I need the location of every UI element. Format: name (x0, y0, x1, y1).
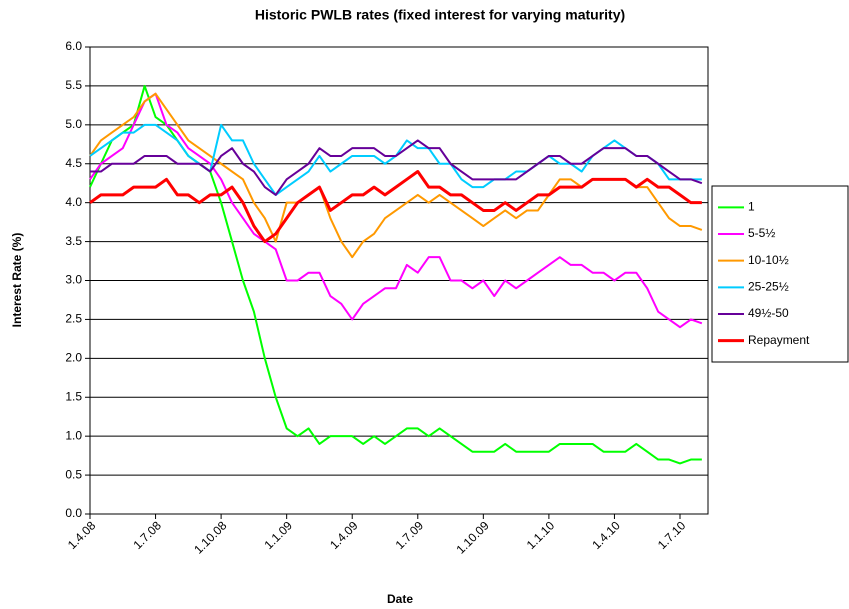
series-line (90, 139, 703, 196)
plot-border (89, 46, 709, 515)
x-axis-title: Date (387, 592, 413, 606)
legend-label: Repayment (748, 333, 810, 347)
y-tick-label: 1.0 (65, 428, 82, 442)
y-tick-label: 4.0 (65, 195, 82, 209)
x-tick-label: 1.1.10 (524, 518, 558, 552)
x-tick-label: 1.7.10 (655, 518, 689, 552)
y-tick-label: 5.5 (65, 78, 82, 92)
legend-label: 25-25½ (748, 280, 789, 294)
x-tick-label: 1.4.10 (589, 518, 623, 552)
chart-title: Historic PWLB rates (fixed interest for … (255, 7, 625, 23)
legend-box (711, 185, 849, 363)
x-tick-label: 1.7.08 (130, 518, 164, 552)
legend-label: 5-5½ (748, 226, 775, 240)
x-tick-label: 1.4.09 (327, 518, 361, 552)
x-tick-label: 1.7.09 (393, 518, 427, 552)
x-tick-label: 1.10.09 (453, 518, 491, 556)
x-tick-label: 1.4.08 (65, 518, 99, 552)
y-tick-label: 0.5 (65, 467, 82, 481)
series-line (89, 170, 702, 244)
legend-label: 49½-50 (748, 306, 789, 320)
y-tick-label: 3.0 (65, 273, 82, 287)
y-tick-label: 1.5 (65, 389, 82, 403)
y-tick-label: 6.0 (65, 39, 82, 53)
y-tick-label: 4.5 (65, 156, 82, 170)
legend-label: 1 (748, 200, 755, 214)
x-tick-label: 1.10.08 (191, 518, 229, 556)
y-axis-title: Interest Rate (%) (10, 233, 24, 328)
y-tick-label: 5.0 (65, 117, 82, 131)
y-tick-label: 2.0 (65, 351, 82, 365)
y-tick-label: 2.5 (65, 312, 82, 326)
x-tick-label: 1.1.09 (262, 518, 296, 552)
series-line (89, 92, 703, 329)
legend-label: 10-10½ (748, 253, 789, 267)
y-tick-label: 3.5 (65, 234, 82, 248)
y-tick-label: 0.0 (65, 506, 82, 520)
